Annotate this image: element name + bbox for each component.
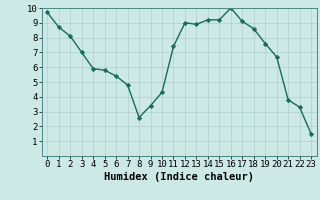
X-axis label: Humidex (Indice chaleur): Humidex (Indice chaleur) [104,172,254,182]
